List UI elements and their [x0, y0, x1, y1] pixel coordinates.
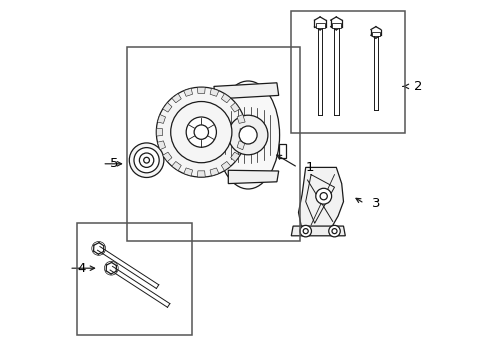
Polygon shape	[163, 103, 172, 112]
Polygon shape	[171, 94, 181, 103]
Polygon shape	[298, 167, 343, 234]
Text: 1: 1	[305, 161, 314, 174]
Polygon shape	[237, 114, 244, 123]
Circle shape	[299, 225, 311, 237]
Ellipse shape	[216, 81, 279, 189]
Polygon shape	[163, 152, 172, 162]
Circle shape	[129, 143, 163, 177]
Bar	[291, 11, 404, 133]
Polygon shape	[213, 83, 278, 99]
Polygon shape	[240, 128, 245, 136]
Circle shape	[320, 193, 326, 200]
Polygon shape	[156, 128, 162, 136]
Polygon shape	[221, 162, 230, 171]
Polygon shape	[183, 88, 192, 96]
Circle shape	[228, 115, 267, 155]
Circle shape	[134, 148, 159, 173]
Circle shape	[328, 225, 340, 237]
Polygon shape	[171, 162, 181, 171]
Circle shape	[156, 87, 246, 177]
Circle shape	[143, 157, 149, 163]
Circle shape	[303, 229, 307, 234]
Circle shape	[170, 102, 231, 163]
Text: 3: 3	[371, 197, 380, 210]
Bar	[331, 23, 340, 28]
Polygon shape	[197, 87, 205, 93]
Polygon shape	[210, 88, 219, 96]
Circle shape	[315, 188, 331, 204]
Polygon shape	[221, 94, 230, 103]
Circle shape	[139, 153, 153, 167]
Circle shape	[239, 126, 257, 144]
Polygon shape	[237, 141, 244, 150]
Polygon shape	[157, 114, 165, 123]
Polygon shape	[228, 170, 278, 184]
Text: 2: 2	[413, 80, 421, 93]
Polygon shape	[183, 168, 192, 176]
Polygon shape	[230, 152, 240, 162]
Bar	[371, 32, 379, 36]
Circle shape	[194, 125, 208, 139]
Bar	[77, 223, 192, 335]
Polygon shape	[278, 144, 285, 158]
Text: 5: 5	[110, 157, 119, 170]
Circle shape	[331, 229, 336, 234]
Polygon shape	[291, 226, 345, 236]
Bar	[315, 23, 324, 28]
Circle shape	[186, 117, 216, 147]
Polygon shape	[157, 141, 165, 150]
Polygon shape	[230, 103, 240, 112]
Text: 4: 4	[77, 262, 85, 275]
Bar	[127, 47, 300, 241]
Polygon shape	[197, 171, 205, 177]
Polygon shape	[210, 168, 219, 176]
